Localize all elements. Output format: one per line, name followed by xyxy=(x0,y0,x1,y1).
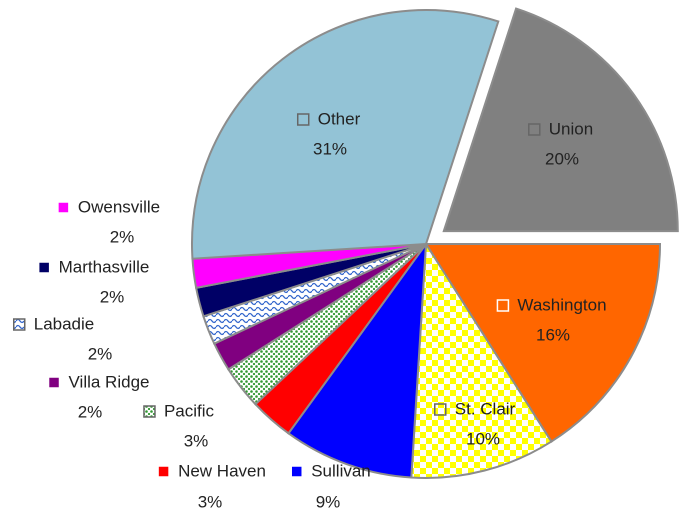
slice-value-label: 10% xyxy=(466,429,500,448)
legend-key xyxy=(37,261,51,274)
legend-key xyxy=(47,376,61,389)
slice-value-label: 2% xyxy=(100,287,125,306)
pie-slice xyxy=(442,7,679,233)
slice-value-label: 2% xyxy=(110,227,135,246)
slice-value-label: 2% xyxy=(88,344,113,363)
legend-key xyxy=(496,299,510,312)
legend-key xyxy=(290,465,303,478)
slice-label: Washington xyxy=(517,295,606,314)
slice-label: Labadie xyxy=(34,314,95,333)
slice-value-label: 3% xyxy=(184,431,209,450)
pie-slice xyxy=(424,243,662,443)
slice-label: Other xyxy=(318,109,361,128)
slice-value-label: 20% xyxy=(545,149,579,168)
legend-key xyxy=(157,465,170,478)
slice-label: Pacific xyxy=(164,401,215,420)
slice-value-label: 3% xyxy=(198,492,223,511)
pie-slice xyxy=(287,240,428,479)
slice-label: St. Clair xyxy=(455,399,516,418)
slice-value-label: 16% xyxy=(536,325,570,344)
slice-value-label: 9% xyxy=(316,492,341,511)
legend-key xyxy=(528,123,541,136)
slice-value-label: 2% xyxy=(78,402,103,421)
legend-key xyxy=(12,318,26,331)
slice-label: Sullivan xyxy=(311,461,371,480)
legend-key xyxy=(143,405,156,418)
slice-value-label: 31% xyxy=(313,139,347,158)
legend-key xyxy=(296,113,310,126)
legend-key xyxy=(434,403,447,416)
pie-slice xyxy=(410,240,553,479)
pie-slice xyxy=(191,9,500,260)
slice-label: Union xyxy=(549,119,593,138)
slice-label: Owensville xyxy=(78,197,160,216)
slice-label: New Haven xyxy=(178,461,266,480)
slice-label: Villa Ridge xyxy=(69,372,150,391)
slice-label: Marthasville xyxy=(59,257,150,276)
legend-key xyxy=(57,201,70,214)
